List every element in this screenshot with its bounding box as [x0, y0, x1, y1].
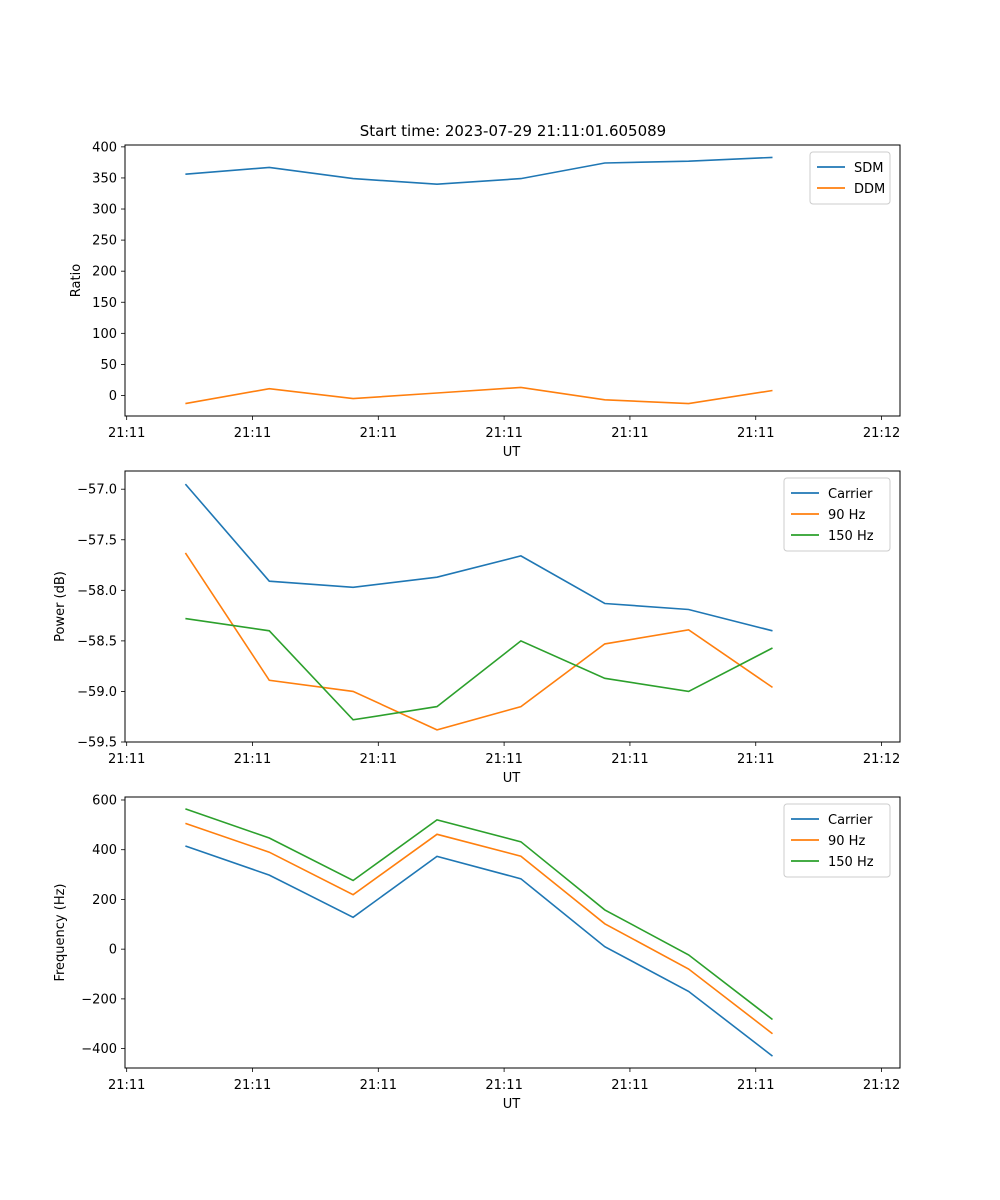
power-series-line-90-hz	[184, 552, 773, 731]
frequency-x-tick-label: 21:11	[611, 1078, 648, 1093]
ratio-legend-label: SDM	[854, 161, 883, 176]
frequency-legend-box	[783, 803, 891, 878]
frequency-y-tick-label: 400	[92, 843, 117, 858]
ratio-y-tick-label: 50	[100, 358, 117, 373]
power-legend-label: 90 Hz	[828, 508, 865, 523]
ratio-legend: SDM DDM	[809, 151, 891, 205]
power-y-tick-label: −59.0	[77, 685, 117, 700]
ratio-x-tick-label: 21:11	[737, 426, 774, 441]
ratio-y-tick-label: 250	[92, 234, 117, 249]
power-y-tick-label: −57.0	[77, 483, 117, 498]
ratio-y-tick-label: 200	[92, 265, 117, 280]
ratio-x-tick-label: 21:11	[485, 426, 522, 441]
ratio-y-tick-label: 300	[92, 203, 117, 218]
frequency-x-axis-label: UT	[503, 1097, 521, 1112]
frequency-x-tick-label: 21:11	[360, 1078, 397, 1093]
power-x-axis-label: UT	[503, 771, 521, 786]
power-y-axis-label: Power (dB)	[53, 571, 68, 642]
frequency-y-tick-label: 200	[92, 893, 117, 908]
ratio-y-axis-label: Ratio	[69, 264, 84, 297]
frequency-legend: Carrier 90 Hz 150 Hz	[783, 803, 891, 878]
frequency-series-line-150-hz	[185, 808, 773, 1021]
power-legend-box	[783, 477, 891, 552]
ratio-x-tick-label: 21:12	[863, 426, 900, 441]
power-x-tick-label: 21:11	[360, 752, 397, 767]
power-x-tick-label: 21:11	[611, 752, 648, 767]
frequency-y-tick-label: −200	[81, 992, 117, 1007]
frequency-x-tick-label: 21:12	[863, 1078, 900, 1093]
power-y-tick-label: −57.5	[77, 533, 117, 548]
power-y-tick-label: −58.0	[77, 584, 117, 599]
frequency-y-tick-label: −400	[81, 1042, 117, 1057]
ratio-series-line-ddm	[185, 386, 773, 405]
frequency-panel: 21:11 21:11 21:11 21:11 21:11 21:11 21:12 −400 −…	[53, 793, 901, 1112]
frequency-axes-frame	[124, 796, 901, 1069]
power-legend: Carrier 90 Hz 150 Hz	[783, 477, 891, 552]
power-panel: 21:11 21:11 21:11 21:11 21:11 21:11 21:12 −59.5…	[53, 470, 901, 786]
frequency-x-tick-label: 21:11	[234, 1078, 271, 1093]
ratio-y-tick-label: 350	[92, 171, 117, 186]
frequency-y-tick-label: 600	[92, 793, 117, 808]
power-legend-label: Carrier	[828, 487, 873, 502]
ratio-y-tick-label: 100	[92, 327, 117, 342]
power-x-tick-label: 21:11	[485, 752, 522, 767]
ratio-x-tick-label: 21:11	[611, 426, 648, 441]
power-axes-frame	[124, 470, 901, 743]
ratio-legend-label: DDM	[854, 182, 885, 197]
ratio-y-tick-label: 150	[92, 296, 117, 311]
ratio-y-tick-label: 0	[109, 389, 117, 404]
figure-title: Start time: 2023-07-29 21:11:01.605089	[360, 122, 666, 140]
frequency-x-tick-label: 21:11	[108, 1078, 145, 1093]
frequency-legend-label: Carrier	[828, 813, 873, 828]
ratio-series-line-sdm	[185, 156, 773, 186]
power-y-tick-label: −58.5	[77, 634, 117, 649]
frequency-x-tick-label: 21:11	[737, 1078, 774, 1093]
frequency-x-tick-label: 21:11	[485, 1078, 522, 1093]
power-x-tick-label: 21:11	[234, 752, 271, 767]
ratio-x-axis-label: UT	[503, 445, 521, 460]
ratio-legend-box	[809, 151, 891, 205]
power-series-line-150-hz	[185, 617, 773, 721]
ratio-x-tick-label: 21:11	[360, 426, 397, 441]
ratio-x-tick-label: 21:11	[234, 426, 271, 441]
power-legend-label: 150 Hz	[828, 529, 874, 544]
frequency-y-axis-label: Frequency (Hz)	[53, 883, 68, 981]
frequency-series-line-carrier	[185, 845, 773, 1057]
power-x-tick-label: 21:11	[737, 752, 774, 767]
ratio-panel: 21:11 21:11 21:11 21:11 21:11 21:11 21:12 0 50 10…	[69, 140, 901, 460]
frequency-series-line-90-hz	[185, 822, 773, 1035]
power-x-tick-label: 21:11	[108, 752, 145, 767]
frequency-legend-label: 150 Hz	[828, 855, 874, 870]
ratio-axes-frame	[124, 144, 901, 417]
power-x-tick-label: 21:12	[863, 752, 900, 767]
power-y-tick-label: −59.5	[77, 736, 117, 751]
ratio-x-tick-label: 21:11	[108, 426, 145, 441]
frequency-y-tick-label: 0	[109, 943, 117, 958]
power-series-line-carrier	[184, 483, 773, 632]
frequency-legend-label: 90 Hz	[828, 834, 865, 849]
ratio-y-tick-label: 400	[92, 140, 117, 155]
